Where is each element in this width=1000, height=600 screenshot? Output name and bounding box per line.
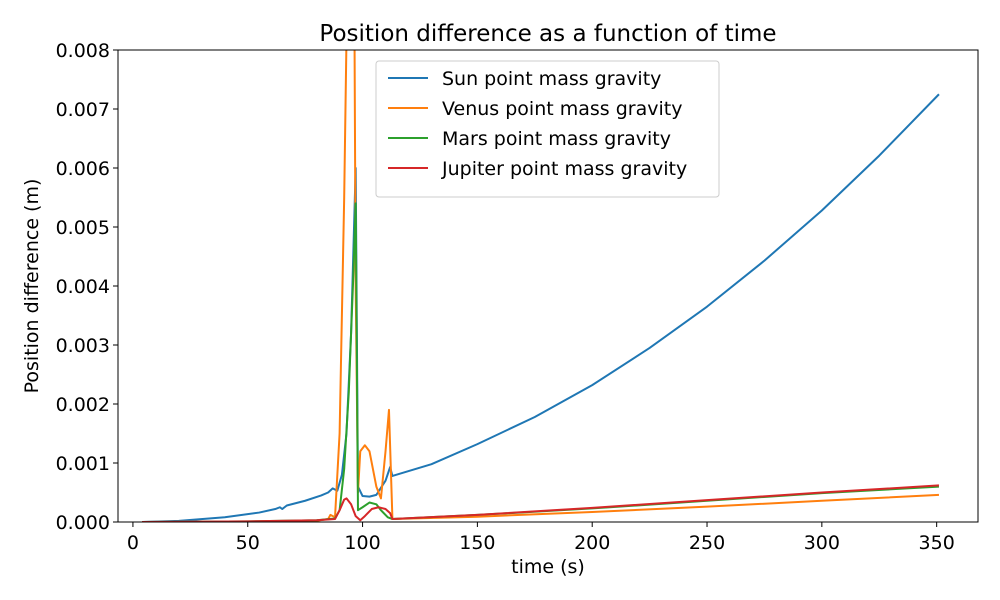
x-tick-label: 0 xyxy=(127,532,139,554)
y-tick-label: 0.008 xyxy=(56,40,110,62)
y-tick-label: 0.003 xyxy=(56,335,110,357)
chart-title: Position difference as a function of tim… xyxy=(319,21,776,47)
x-tick-label: 150 xyxy=(459,532,495,554)
x-axis: 0 50 100 150 200 250 300 350 xyxy=(127,522,955,554)
y-tick-label: 0.002 xyxy=(56,394,110,416)
legend: Sun point mass gravity Venus point mass g… xyxy=(375,60,720,198)
x-tick-label: 300 xyxy=(804,532,840,554)
series-layer xyxy=(142,50,940,522)
x-tick-label: 50 xyxy=(236,532,260,554)
series-line-2 xyxy=(142,50,940,522)
y-tick-label: 0.004 xyxy=(56,276,110,298)
y-tick-label: 0.005 xyxy=(56,217,110,239)
legend-label-1: Sun point mass gravity xyxy=(442,68,661,90)
legend-label-4: Jupiter point mass gravity xyxy=(441,158,687,180)
y-tick-label: 0.006 xyxy=(56,158,110,180)
x-tick-label: 200 xyxy=(574,532,610,554)
x-tick-label: 100 xyxy=(344,532,380,554)
legend-label-2: Venus point mass gravity xyxy=(442,98,682,120)
y-tick-label: 0.007 xyxy=(56,99,110,121)
y-axis: 0.000 0.001 0.002 0.003 0.004 0.005 0.006 0.007… xyxy=(56,40,118,534)
x-axis-label: time (s) xyxy=(511,556,585,578)
x-tick-label: 250 xyxy=(689,532,725,554)
y-tick-label: 0.000 xyxy=(56,512,110,534)
legend-label-3: Mars point mass gravity xyxy=(442,128,671,150)
x-tick-label: 350 xyxy=(919,532,955,554)
legend-box xyxy=(375,60,720,198)
y-tick-label: 0.001 xyxy=(56,453,110,475)
series-line-3 xyxy=(142,202,940,522)
series-line-4 xyxy=(142,484,940,522)
y-axis-label: Position difference (m) xyxy=(21,179,43,394)
